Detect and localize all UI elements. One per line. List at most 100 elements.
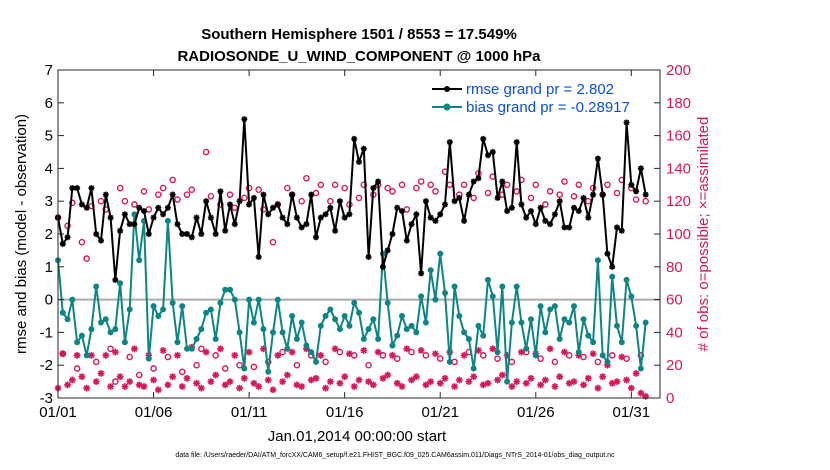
rmse-point [465,191,472,198]
x-axis: 01/01 01/06 01/11 01/16 01/21 01/26 01/31 [39,70,650,421]
bias-point [222,286,229,293]
assimilated-obs-point-stroke [265,376,272,383]
bias-point [542,329,549,336]
possible-obs-point [503,181,511,189]
rmse-point-stroke [208,214,214,221]
rmse-point-stroke [633,188,639,195]
assimilated-obs-point [561,348,568,356]
possible-obs-point [608,352,616,359]
bias-point [523,345,530,352]
bias-point [117,280,124,287]
bias-point [160,306,167,313]
assimilated-obs-point-stroke [155,386,162,393]
assimilated-obs-point [360,347,368,354]
possible-obs-point [269,238,277,246]
rmse-point-stroke [456,195,463,201]
rmse-point [384,247,391,254]
bias-point [102,316,109,323]
rmse-point [121,211,128,218]
bias-point [198,326,205,333]
possible-obs-point [393,355,401,362]
bias-point [508,319,515,326]
assimilated-obs-point [432,350,439,358]
rmse-point-stroke [279,214,286,221]
right-tick-label: 140 [666,160,691,177]
assimilated-obs-point-stroke [150,376,157,383]
assimilated-obs-point-stroke [126,378,133,385]
assimilated-obs-point-stroke [427,378,434,385]
assimilated-obs-point-stroke [523,380,530,387]
rmse-point [618,227,625,234]
assimilated-obs-point-stroke [456,376,463,383]
bias-point [422,319,429,326]
rmse-point [346,211,353,218]
rmse-point [585,214,592,221]
rmse-point-stroke [122,211,128,218]
bias-point [246,296,253,303]
assimilated-obs-point [412,373,420,381]
bias-point [93,283,100,290]
assimilated-obs-point-stroke [164,381,171,388]
rmse-point-stroke [370,185,377,191]
rmse-point-stroke [93,231,99,237]
assimilated-obs-point [594,384,602,392]
possible-obs-point [551,358,559,366]
assimilated-obs-point [178,383,186,390]
possible-obs-point [594,358,602,366]
possible-obs-point [169,176,176,184]
bias-point [74,339,81,346]
possible-obs-point [408,348,415,356]
assimilated-obs-point-stroke [413,373,420,380]
rmse-point [485,152,491,159]
rmse-point-stroke [251,195,257,201]
rmse-point-stroke [375,178,381,185]
assimilated-obs-point-stroke [613,378,621,385]
rmse-point [260,191,267,198]
rmse-point [599,191,606,198]
bias-point [513,283,520,290]
assimilated-obs-point-stroke [422,381,429,388]
assimilated-obs-point [522,379,530,387]
assimilated-obs-point-stroke [437,380,444,387]
rmse-point [332,227,339,234]
possible-obs-point [221,365,229,372]
assimilated-obs-point [279,378,286,385]
rmse-point [198,231,205,237]
rmse-point [207,214,214,221]
rmse-point-stroke [246,201,252,208]
rmse-point [250,194,257,201]
assimilated-obs-point [422,381,430,389]
possible-obs-point [155,191,162,198]
rmse-point [102,191,109,198]
assimilated-obs-point [131,345,138,353]
assimilated-obs-point-stroke [518,349,525,356]
legend-bias-label: bias grand pr = -0.28917 [466,99,630,116]
possible-obs-point [398,181,406,189]
assimilated-obs-point-stroke [241,375,248,382]
assimilated-obs-point [369,381,377,389]
assimilated-obs-point-stroke [379,375,386,382]
possible-obs-point [159,184,167,192]
rmse-point [456,194,463,201]
rmse-point [394,204,401,211]
rmse-series [55,116,649,283]
bias-point [59,309,66,316]
rmse-point [551,211,558,218]
rmse-point [212,231,219,237]
assimilated-obs-point-stroke [580,381,587,388]
rmse-point-stroke [413,211,420,218]
rmse-point-stroke [131,221,138,227]
assimilated-obs-point-stroke [107,383,114,390]
bias-point [303,342,310,349]
assimilated-obs-point [379,374,387,382]
rmse-point-stroke [556,198,563,204]
bias-point [475,322,482,329]
right-tick-label: 200 [666,62,691,79]
bias-point [470,365,477,372]
x-tick-label: 01/26 [517,404,555,421]
possible-obs-point [116,184,124,192]
rmse-point [93,231,100,237]
rmse-point-stroke [542,218,549,224]
bias-point [322,313,329,319]
rmse-point-stroke [384,247,391,254]
